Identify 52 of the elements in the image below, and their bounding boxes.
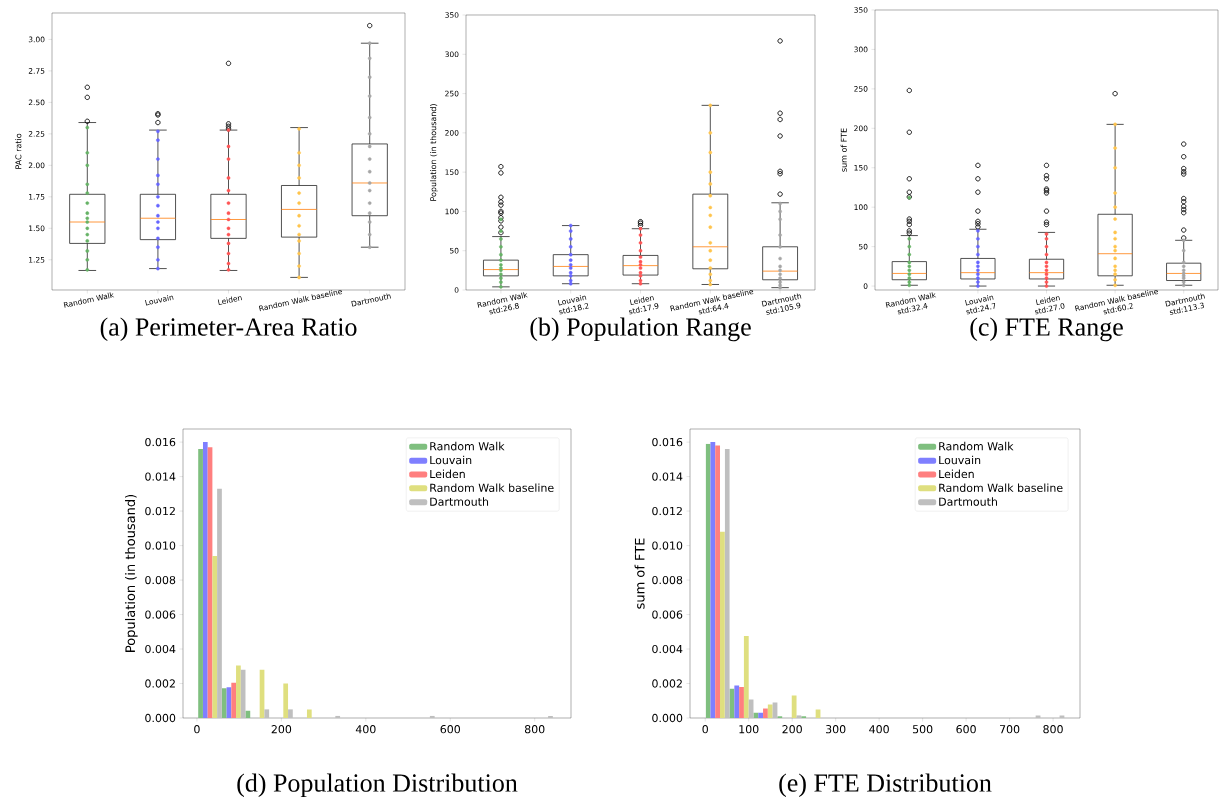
x-tick-label: 800	[524, 725, 545, 734]
x-tick-label: 600	[956, 725, 976, 734]
text: (b) Population Range	[530, 317, 751, 342]
text: (e) FTE Distribution	[779, 773, 992, 798]
legend-label: Dartmouth	[430, 497, 489, 506]
y-tick-label: 0.008	[145, 575, 176, 585]
x-tick-label: 800	[1043, 725, 1063, 734]
y-tick-label: 0.014	[145, 472, 176, 481]
x-tick-label: 500	[912, 725, 933, 734]
text: (c) FTE Range	[970, 317, 1123, 342]
legend-label: Random Walk baseline	[939, 483, 1063, 492]
x-tick-label: 100	[739, 725, 759, 734]
x-tick-label: 700	[999, 725, 1020, 734]
text: (a) Perimeter-Area Ratio	[100, 317, 357, 342]
legend-label: Random Walk baseline	[430, 483, 554, 492]
y-tick-label: 0.002	[652, 679, 682, 688]
y-tick-label: 0.002	[145, 679, 175, 688]
y-axis-title: sum of FTE	[634, 538, 645, 609]
x-tick-label: 600	[440, 725, 461, 734]
x-tick-label: 200	[271, 725, 292, 734]
y-axis-title: PAC ratio	[15, 133, 22, 169]
x-tick-label: 400	[869, 725, 889, 734]
legend-label: Louvain	[430, 455, 472, 465]
x-tick-label: 400	[355, 725, 376, 734]
y-tick-label: 0.014	[652, 472, 683, 481]
y-axis-title: Population (in thousand)	[430, 104, 438, 201]
y-tick-label: 0.016	[145, 437, 176, 447]
y-tick-label: 0.016	[652, 437, 683, 447]
text: (d) Population Distribution	[237, 773, 518, 798]
y-tick-label: 0.012	[145, 506, 175, 516]
legend-label: Random Walk	[430, 441, 505, 451]
legend-label: Louvain	[939, 455, 981, 465]
y-tick-label: 0.004	[145, 644, 176, 654]
y-tick-label: 0.006	[145, 610, 176, 619]
legend-label: Random Walk	[939, 441, 1014, 451]
x-tick-label: 300	[826, 725, 846, 734]
y-tick-label: 0.010	[652, 541, 683, 550]
legend-label: Dartmouth	[939, 497, 997, 506]
x-tick-label: 200	[782, 725, 802, 734]
y-tick-label: 0.000	[652, 713, 683, 723]
y-axis-title: Population (in thousand)	[125, 494, 138, 652]
y-tick-label: 0.006	[652, 610, 683, 619]
y-tick-label: 0.004	[652, 644, 683, 654]
x-tick-label: 0	[194, 725, 200, 734]
legend-label: Leiden	[430, 469, 465, 479]
y-tick-label: 0.012	[652, 506, 682, 516]
y-tick-label: 0.000	[145, 713, 176, 723]
legend-label: Leiden	[939, 469, 974, 479]
y-tick-label: 0.008	[652, 575, 683, 585]
y-axis-title: sum of FTE	[840, 128, 847, 172]
x-tick-label: 0	[702, 725, 708, 734]
y-tick-label: 0.010	[145, 541, 176, 550]
